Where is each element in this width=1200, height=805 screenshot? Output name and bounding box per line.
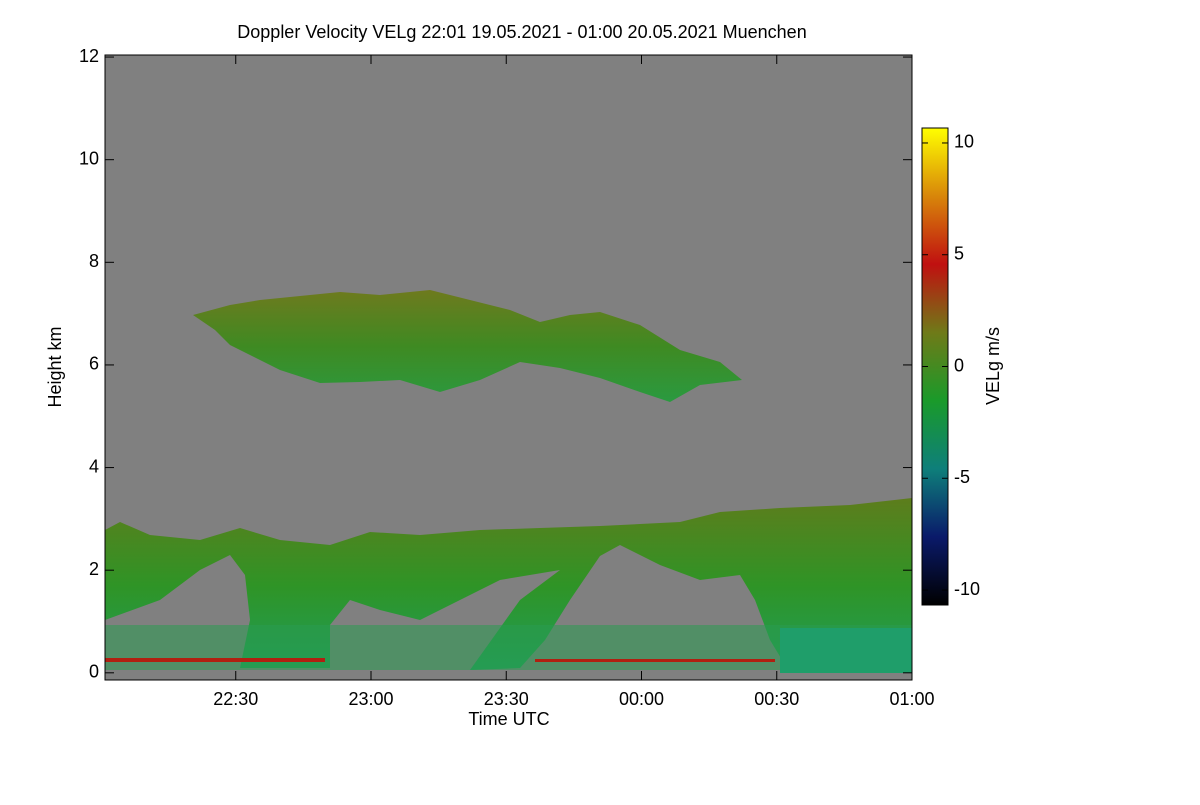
red-band — [535, 659, 775, 662]
boundary-layer — [780, 628, 912, 673]
y-tick-label: 8 — [89, 251, 99, 271]
y-tick-label: 0 — [89, 662, 99, 682]
chart-title: Doppler Velocity VELg 22:01 19.05.2021 -… — [237, 22, 806, 42]
colorbar-tick-label: -5 — [954, 467, 970, 487]
velocity-field — [105, 290, 912, 673]
y-tick-label: 6 — [89, 354, 99, 374]
y-tick-label: 2 — [89, 559, 99, 579]
y-tick-label: 12 — [79, 46, 99, 66]
x-tick-label: 23:30 — [484, 689, 529, 709]
x-tick-label: 00:30 — [754, 689, 799, 709]
colorbar-tick-label: 10 — [954, 132, 974, 152]
colorbar-label: VELg m/s — [983, 327, 1003, 405]
plot-frame — [104, 54, 913, 681]
y-tick-label: 10 — [79, 148, 99, 168]
x-tick-label: 23:00 — [348, 689, 393, 709]
boundary-layer — [105, 625, 912, 670]
red-band — [105, 658, 325, 662]
colorbar-tick-label: 5 — [954, 243, 964, 263]
upper-cloud — [193, 290, 742, 402]
colorbar-tick-label: -10 — [954, 579, 980, 599]
x-tick-label: 22:30 — [213, 689, 258, 709]
colorbar-tick-label: 0 — [954, 355, 964, 375]
x-tick-label: 01:00 — [889, 689, 934, 709]
x-axis-label: Time UTC — [468, 709, 549, 729]
y-tick-label: 4 — [89, 456, 99, 476]
y-axis-label: Height km — [45, 326, 65, 407]
x-tick-label: 00:00 — [619, 689, 664, 709]
